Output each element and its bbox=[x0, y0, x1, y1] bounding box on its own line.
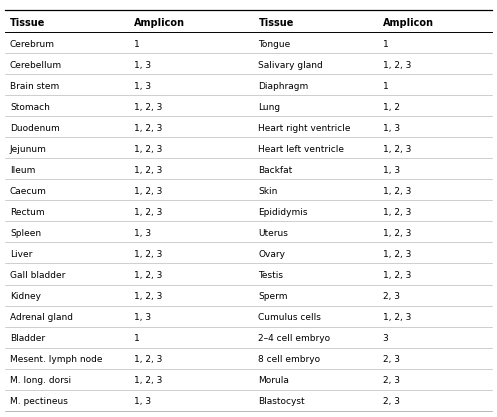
Text: 1, 3: 1, 3 bbox=[134, 313, 151, 322]
Text: Heart right ventricle: Heart right ventricle bbox=[258, 124, 351, 133]
Text: 1, 2, 3: 1, 2, 3 bbox=[383, 187, 411, 196]
Text: Mesent. lymph node: Mesent. lymph node bbox=[10, 355, 102, 364]
Text: 1, 2, 3: 1, 2, 3 bbox=[134, 271, 163, 280]
Text: 2, 3: 2, 3 bbox=[383, 377, 400, 385]
Text: 1, 2, 3: 1, 2, 3 bbox=[134, 187, 163, 196]
Text: 1, 3: 1, 3 bbox=[134, 229, 151, 238]
Text: 2, 3: 2, 3 bbox=[383, 397, 400, 407]
Text: 1, 2, 3: 1, 2, 3 bbox=[134, 103, 163, 112]
Text: 1, 2, 3: 1, 2, 3 bbox=[383, 145, 411, 154]
Text: M. long. dorsi: M. long. dorsi bbox=[10, 377, 71, 385]
Text: 1, 2, 3: 1, 2, 3 bbox=[134, 250, 163, 259]
Text: 1, 3: 1, 3 bbox=[134, 61, 151, 70]
Text: 1: 1 bbox=[383, 82, 389, 91]
Text: 1: 1 bbox=[383, 40, 389, 49]
Text: 1, 2, 3: 1, 2, 3 bbox=[134, 208, 163, 217]
Text: 1, 2, 3: 1, 2, 3 bbox=[134, 166, 163, 175]
Text: Epididymis: Epididymis bbox=[258, 208, 308, 217]
Text: Cerebrum: Cerebrum bbox=[10, 40, 55, 49]
Text: 1, 2, 3: 1, 2, 3 bbox=[134, 292, 163, 301]
Text: Amplicon: Amplicon bbox=[134, 18, 185, 28]
Text: 1, 2, 3: 1, 2, 3 bbox=[383, 313, 411, 322]
Text: Cerebellum: Cerebellum bbox=[10, 61, 62, 70]
Text: Spleen: Spleen bbox=[10, 229, 41, 238]
Text: 1, 2, 3: 1, 2, 3 bbox=[134, 377, 163, 385]
Text: 1, 2, 3: 1, 2, 3 bbox=[383, 271, 411, 280]
Text: 1, 3: 1, 3 bbox=[134, 82, 151, 91]
Text: 1, 3: 1, 3 bbox=[134, 397, 151, 407]
Text: 1, 3: 1, 3 bbox=[383, 166, 400, 175]
Text: 1, 2: 1, 2 bbox=[383, 103, 400, 112]
Text: Heart left ventricle: Heart left ventricle bbox=[258, 145, 344, 154]
Text: 1, 2, 3: 1, 2, 3 bbox=[134, 124, 163, 133]
Text: Tissue: Tissue bbox=[258, 18, 294, 28]
Text: Kidney: Kidney bbox=[10, 292, 41, 301]
Text: 2, 3: 2, 3 bbox=[383, 355, 400, 364]
Text: Gall bladder: Gall bladder bbox=[10, 271, 65, 280]
Text: Blastocyst: Blastocyst bbox=[258, 397, 305, 407]
Text: Caecum: Caecum bbox=[10, 187, 47, 196]
Text: Sperm: Sperm bbox=[258, 292, 288, 301]
Text: Jejunum: Jejunum bbox=[10, 145, 47, 154]
Text: Morula: Morula bbox=[258, 377, 289, 385]
Text: Bladder: Bladder bbox=[10, 334, 45, 343]
Text: Liver: Liver bbox=[10, 250, 32, 259]
Text: 1, 2, 3: 1, 2, 3 bbox=[383, 61, 411, 70]
Text: 1: 1 bbox=[134, 334, 140, 343]
Text: 8 cell embryo: 8 cell embryo bbox=[258, 355, 321, 364]
Text: Diaphragm: Diaphragm bbox=[258, 82, 309, 91]
Text: 2–4 cell embryo: 2–4 cell embryo bbox=[258, 334, 331, 343]
Text: Tissue: Tissue bbox=[10, 18, 45, 28]
Text: 1, 2, 3: 1, 2, 3 bbox=[383, 208, 411, 217]
Text: Salivary gland: Salivary gland bbox=[258, 61, 323, 70]
Text: 1, 2, 3: 1, 2, 3 bbox=[134, 355, 163, 364]
Text: 3: 3 bbox=[383, 334, 389, 343]
Text: 1, 2, 3: 1, 2, 3 bbox=[134, 145, 163, 154]
Text: Testis: Testis bbox=[258, 271, 283, 280]
Text: 2, 3: 2, 3 bbox=[383, 292, 400, 301]
Text: M. pectineus: M. pectineus bbox=[10, 397, 68, 407]
Text: 1, 2, 3: 1, 2, 3 bbox=[383, 250, 411, 259]
Text: 1, 3: 1, 3 bbox=[383, 124, 400, 133]
Text: Stomach: Stomach bbox=[10, 103, 50, 112]
Text: Rectum: Rectum bbox=[10, 208, 45, 217]
Text: Tongue: Tongue bbox=[258, 40, 291, 49]
Text: Backfat: Backfat bbox=[258, 166, 293, 175]
Text: Duodenum: Duodenum bbox=[10, 124, 60, 133]
Text: Brain stem: Brain stem bbox=[10, 82, 59, 91]
Text: Uterus: Uterus bbox=[258, 229, 288, 238]
Text: Skin: Skin bbox=[258, 187, 278, 196]
Text: Cumulus cells: Cumulus cells bbox=[258, 313, 322, 322]
Text: Amplicon: Amplicon bbox=[383, 18, 434, 28]
Text: Ileum: Ileum bbox=[10, 166, 35, 175]
Text: Ovary: Ovary bbox=[258, 250, 285, 259]
Text: 1: 1 bbox=[134, 40, 140, 49]
Text: Lung: Lung bbox=[258, 103, 281, 112]
Text: Adrenal gland: Adrenal gland bbox=[10, 313, 73, 322]
Text: 1, 2, 3: 1, 2, 3 bbox=[383, 229, 411, 238]
